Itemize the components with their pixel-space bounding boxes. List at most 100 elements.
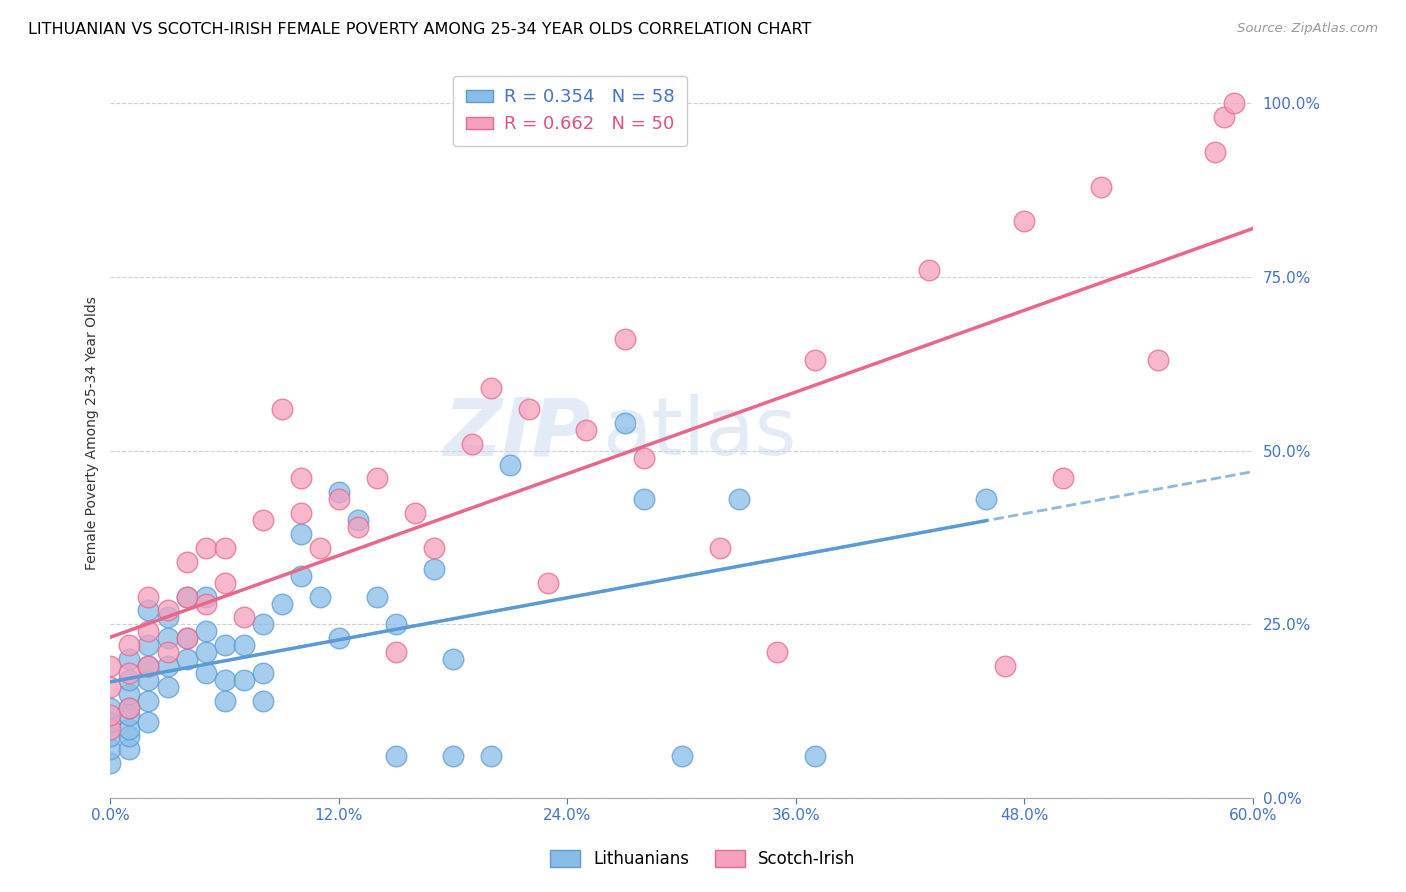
Point xyxy=(118,700,141,714)
Point xyxy=(138,624,160,639)
Point xyxy=(385,617,408,632)
Point xyxy=(176,632,198,646)
Point xyxy=(156,680,179,694)
Point xyxy=(1014,214,1036,228)
Point xyxy=(1213,110,1236,124)
Point xyxy=(176,652,198,666)
Point xyxy=(976,492,998,507)
Point xyxy=(290,506,312,520)
Point xyxy=(214,541,236,555)
Text: ZIP: ZIP xyxy=(443,394,591,472)
Point xyxy=(138,638,160,652)
Point xyxy=(766,645,789,659)
Point xyxy=(138,659,160,673)
Point xyxy=(804,749,827,764)
Point xyxy=(100,722,122,736)
Point xyxy=(366,471,388,485)
Point xyxy=(404,506,426,520)
Point xyxy=(347,513,370,527)
Point xyxy=(100,742,122,756)
Point xyxy=(118,700,141,714)
Point xyxy=(156,603,179,617)
Point xyxy=(270,597,292,611)
Point xyxy=(100,729,122,743)
Point xyxy=(100,756,122,771)
Point xyxy=(441,749,464,764)
Point xyxy=(176,590,198,604)
Point xyxy=(252,513,274,527)
Point xyxy=(176,632,198,646)
Point xyxy=(1204,145,1226,159)
Point xyxy=(499,458,522,472)
Point xyxy=(727,492,749,507)
Point xyxy=(214,694,236,708)
Point xyxy=(709,541,731,555)
Point xyxy=(328,492,350,507)
Point xyxy=(290,527,312,541)
Point xyxy=(290,471,312,485)
Point xyxy=(100,659,122,673)
Point xyxy=(537,575,560,590)
Point xyxy=(138,590,160,604)
Point xyxy=(252,694,274,708)
Text: Source: ZipAtlas.com: Source: ZipAtlas.com xyxy=(1237,22,1378,36)
Point xyxy=(252,665,274,680)
Point xyxy=(118,742,141,756)
Point xyxy=(423,541,446,555)
Legend: Lithuanians, Scotch-Irish: Lithuanians, Scotch-Irish xyxy=(544,843,862,875)
Point xyxy=(252,617,274,632)
Point xyxy=(194,645,217,659)
Point xyxy=(1146,353,1168,368)
Point xyxy=(156,632,179,646)
Point xyxy=(118,707,141,722)
Point xyxy=(441,652,464,666)
Point xyxy=(138,659,160,673)
Point xyxy=(633,450,655,465)
Text: atlas: atlas xyxy=(602,394,796,472)
Point xyxy=(118,665,141,680)
Point xyxy=(613,333,636,347)
Point xyxy=(156,610,179,624)
Point xyxy=(1090,179,1112,194)
Point xyxy=(194,590,217,604)
Point xyxy=(100,707,122,722)
Point xyxy=(100,680,122,694)
Text: LITHUANIAN VS SCOTCH-IRISH FEMALE POVERTY AMONG 25-34 YEAR OLDS CORRELATION CHAR: LITHUANIAN VS SCOTCH-IRISH FEMALE POVERT… xyxy=(28,22,811,37)
Point xyxy=(328,632,350,646)
Point xyxy=(118,722,141,736)
Point xyxy=(309,541,332,555)
Point xyxy=(214,575,236,590)
Point xyxy=(138,694,160,708)
Point xyxy=(194,541,217,555)
Point xyxy=(176,555,198,569)
Point xyxy=(138,714,160,729)
Point xyxy=(118,652,141,666)
Point xyxy=(575,423,598,437)
Point xyxy=(290,568,312,582)
Point xyxy=(176,590,198,604)
Point xyxy=(994,659,1017,673)
Point xyxy=(366,590,388,604)
Point xyxy=(517,401,540,416)
Point xyxy=(385,749,408,764)
Point xyxy=(138,673,160,687)
Point xyxy=(118,673,141,687)
Point xyxy=(232,610,254,624)
Point xyxy=(214,638,236,652)
Point xyxy=(804,353,827,368)
Point xyxy=(118,687,141,701)
Point xyxy=(328,485,350,500)
Point xyxy=(918,263,941,277)
Point xyxy=(479,381,502,395)
Point xyxy=(309,590,332,604)
Point xyxy=(385,645,408,659)
Point xyxy=(138,603,160,617)
Point xyxy=(613,416,636,430)
Point xyxy=(156,659,179,673)
Point xyxy=(461,436,484,450)
Point xyxy=(232,638,254,652)
Point xyxy=(633,492,655,507)
Point xyxy=(347,520,370,534)
Point xyxy=(118,638,141,652)
Point xyxy=(100,714,122,729)
